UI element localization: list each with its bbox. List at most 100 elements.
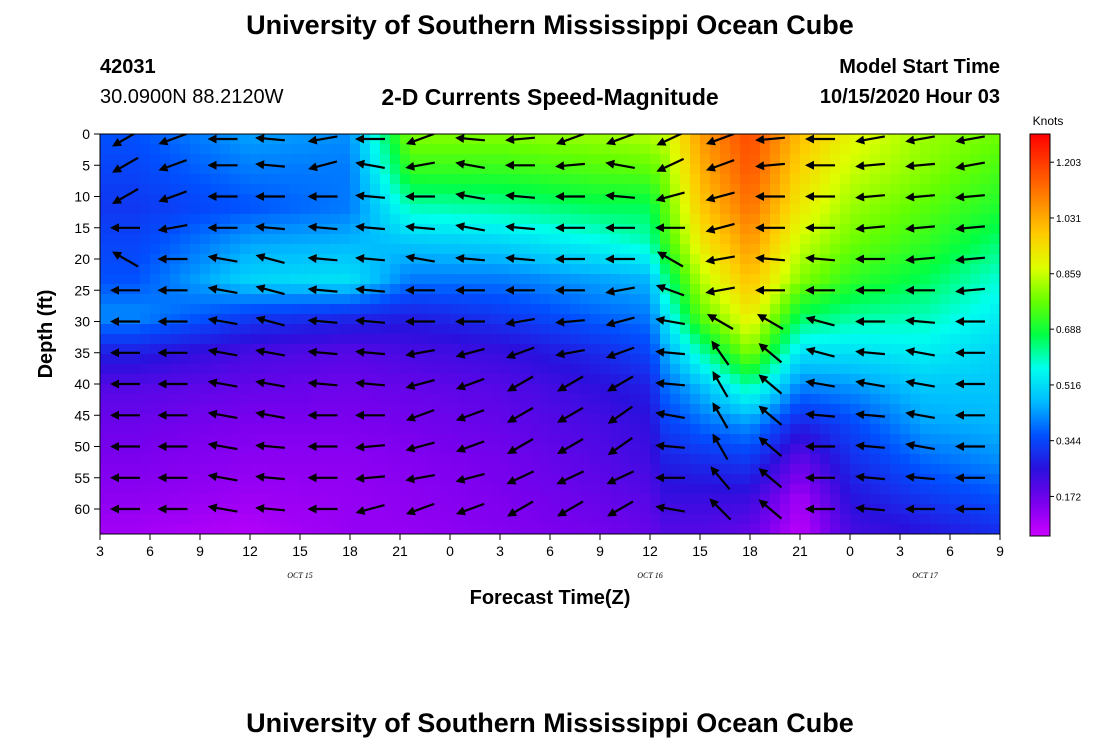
heatmap-cell (720, 164, 731, 175)
heatmap-cell (600, 214, 611, 225)
heatmap-cell (920, 204, 931, 215)
heatmap-cell (750, 374, 761, 385)
heatmap-cell (320, 144, 331, 155)
heatmap-cell (540, 334, 551, 345)
heatmap-cell (830, 234, 841, 245)
heatmap-cell (540, 174, 551, 185)
heatmap-cell (930, 304, 941, 315)
heatmap-cell (310, 394, 321, 405)
heatmap-cell (400, 504, 411, 515)
heatmap-cell (940, 264, 951, 275)
heatmap-cell (970, 384, 981, 395)
heatmap-cell (380, 254, 391, 265)
heatmap-cell (940, 434, 951, 445)
heatmap-cell (990, 174, 1000, 185)
heatmap-cell (830, 344, 841, 355)
heatmap-cell (440, 344, 451, 355)
heatmap-cell (700, 204, 711, 215)
heatmap-cell (100, 134, 111, 145)
heatmap-cell (170, 444, 181, 455)
heatmap-cell (830, 284, 841, 295)
heatmap-cell (580, 364, 591, 375)
heatmap-cell (280, 144, 291, 155)
heatmap-cell (520, 524, 531, 534)
heatmap-cell (130, 484, 141, 495)
heatmap-cell (270, 164, 281, 175)
heatmap-cell (490, 164, 501, 175)
heatmap-cell (190, 444, 201, 455)
heatmap-cell (470, 464, 481, 475)
heatmap-cell (630, 174, 641, 185)
heatmap-cell (440, 524, 451, 534)
heatmap-cell (980, 364, 991, 375)
heatmap-cell (140, 524, 151, 534)
heatmap-cell (220, 494, 231, 505)
heatmap-cell (970, 354, 981, 365)
current-arrow (355, 316, 385, 326)
heatmap-cell (940, 454, 951, 465)
heatmap-cell (190, 394, 201, 405)
heatmap-cell (930, 454, 941, 465)
heatmap-cell (140, 364, 151, 375)
heatmap-cell (120, 394, 131, 405)
heatmap-cell (910, 414, 921, 425)
heatmap-cell (530, 474, 541, 485)
heatmap-cell (790, 354, 801, 365)
heatmap-cell (200, 504, 211, 515)
current-arrow (855, 161, 885, 171)
heatmap-cell (980, 254, 991, 265)
heatmap-cell (100, 434, 111, 445)
heatmap-cell (270, 444, 281, 455)
heatmap-cell (900, 344, 911, 355)
heatmap-cell (920, 464, 931, 475)
heatmap-cell (650, 244, 661, 255)
heatmap-cell (690, 164, 701, 175)
current-arrow (657, 251, 684, 268)
heatmap-cell (520, 274, 531, 285)
heatmap-cell (650, 524, 661, 534)
heatmap-cell (710, 184, 721, 195)
heatmap-cell (770, 524, 781, 534)
heatmap-cell (520, 244, 531, 255)
heatmap-cell (140, 164, 151, 175)
heatmap-cell (490, 254, 501, 265)
current-arrow (705, 255, 735, 265)
heatmap-cell (150, 344, 161, 355)
heatmap-cell (550, 284, 561, 295)
heatmap-cell (540, 284, 551, 295)
heatmap-cell (300, 314, 311, 325)
heatmap-cell (680, 504, 691, 515)
heatmap-cell (840, 344, 851, 355)
heatmap-cell (980, 504, 991, 515)
heatmap-cell (760, 474, 771, 485)
heatmap-cell (150, 414, 161, 425)
heatmap-cell (260, 294, 271, 305)
heatmap-cell (400, 184, 411, 195)
heatmap-cell (580, 144, 591, 155)
heatmap-cell (140, 384, 151, 395)
heatmap-cell (450, 464, 461, 475)
heatmap-cell (680, 274, 691, 285)
heatmap-cell (590, 304, 601, 315)
current-arrow (656, 134, 684, 146)
heatmap-cell (770, 394, 781, 405)
heatmap-cell (970, 184, 981, 195)
heatmap-cell (970, 394, 981, 405)
heatmap-cell (410, 484, 421, 495)
heatmap-cell (390, 394, 401, 405)
heatmap-cell (860, 434, 871, 445)
heatmap-cell (140, 284, 151, 295)
heatmap-cell (950, 194, 961, 205)
heatmap-cell (250, 524, 261, 534)
heatmap-cell (630, 324, 641, 335)
heatmap-cell (390, 194, 401, 205)
heatmap-cell (670, 314, 681, 325)
heatmap-cell (300, 264, 311, 275)
heatmap-cell (740, 494, 751, 505)
heatmap-cell (550, 314, 561, 325)
heatmap-cell (350, 314, 361, 325)
heatmap-cell (820, 434, 831, 445)
heatmap-cell (730, 274, 741, 285)
heatmap-cell (750, 424, 761, 435)
heatmap-cell (350, 484, 361, 495)
